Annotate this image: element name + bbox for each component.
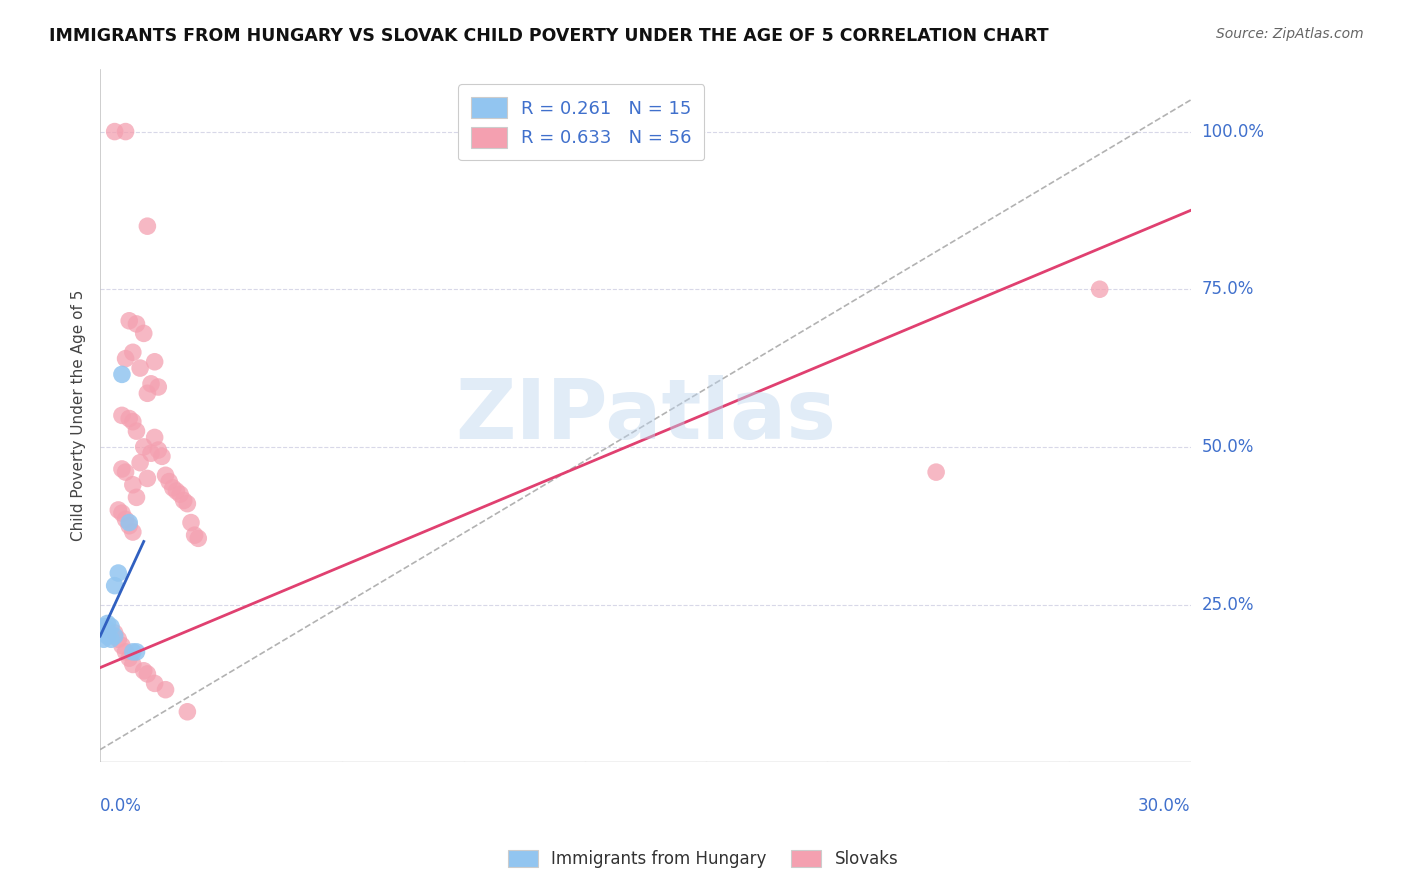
Point xyxy=(143,355,166,369)
Text: Source: ZipAtlas.com: Source: ZipAtlas.com xyxy=(1216,27,1364,41)
Point xyxy=(118,314,141,328)
Point xyxy=(114,465,136,479)
Point xyxy=(114,512,136,526)
Point xyxy=(143,430,166,444)
Point xyxy=(96,629,118,643)
Text: 75.0%: 75.0% xyxy=(1202,280,1254,298)
Point xyxy=(139,376,162,391)
Point xyxy=(93,632,115,647)
Text: ZIPatlas: ZIPatlas xyxy=(456,375,835,456)
Point xyxy=(100,620,122,634)
Point xyxy=(125,424,148,438)
Point xyxy=(183,528,205,542)
Point xyxy=(1088,282,1111,296)
Text: 100.0%: 100.0% xyxy=(1202,122,1264,141)
Legend: R = 0.261   N = 15, R = 0.633   N = 56: R = 0.261 N = 15, R = 0.633 N = 56 xyxy=(458,85,704,161)
Point xyxy=(148,443,170,458)
Point xyxy=(157,475,180,489)
Point xyxy=(162,481,184,495)
Point xyxy=(125,645,148,659)
Text: 30.0%: 30.0% xyxy=(1137,797,1191,815)
Point xyxy=(118,516,141,530)
Point xyxy=(925,465,948,479)
Point xyxy=(111,409,134,423)
Point xyxy=(111,506,134,520)
Point xyxy=(155,682,177,697)
Point xyxy=(96,616,118,631)
Point xyxy=(132,664,155,678)
Point xyxy=(114,351,136,366)
Point xyxy=(118,651,141,665)
Point xyxy=(121,415,143,429)
Point xyxy=(136,667,159,681)
Point xyxy=(176,497,198,511)
Point xyxy=(107,566,129,580)
Point xyxy=(96,623,118,637)
Point xyxy=(136,471,159,485)
Point xyxy=(121,657,143,672)
Y-axis label: Child Poverty Under the Age of 5: Child Poverty Under the Age of 5 xyxy=(72,290,86,541)
Point xyxy=(121,477,143,491)
Point xyxy=(111,368,134,382)
Point xyxy=(111,462,134,476)
Point xyxy=(148,380,170,394)
Point xyxy=(114,645,136,659)
Point xyxy=(155,468,177,483)
Point xyxy=(114,125,136,139)
Point xyxy=(107,632,129,647)
Point xyxy=(118,411,141,425)
Point xyxy=(129,456,152,470)
Point xyxy=(169,487,191,501)
Point xyxy=(166,483,188,498)
Point xyxy=(121,524,143,539)
Point xyxy=(129,361,152,376)
Point xyxy=(136,219,159,234)
Point xyxy=(125,491,148,505)
Legend: Immigrants from Hungary, Slovaks: Immigrants from Hungary, Slovaks xyxy=(501,843,905,875)
Point xyxy=(139,446,162,460)
Point xyxy=(187,532,209,546)
Text: IMMIGRANTS FROM HUNGARY VS SLOVAK CHILD POVERTY UNDER THE AGE OF 5 CORRELATION C: IMMIGRANTS FROM HUNGARY VS SLOVAK CHILD … xyxy=(49,27,1049,45)
Point xyxy=(100,632,122,647)
Point xyxy=(143,676,166,690)
Point xyxy=(132,440,155,454)
Point xyxy=(107,503,129,517)
Text: 0.0%: 0.0% xyxy=(100,797,142,815)
Point xyxy=(173,493,195,508)
Point xyxy=(121,345,143,359)
Point xyxy=(176,705,198,719)
Point xyxy=(93,626,115,640)
Point xyxy=(104,579,127,593)
Point xyxy=(104,629,127,643)
Point xyxy=(121,645,143,659)
Point xyxy=(136,386,159,401)
Point xyxy=(180,516,202,530)
Text: 25.0%: 25.0% xyxy=(1202,596,1254,614)
Point xyxy=(118,518,141,533)
Point xyxy=(104,626,127,640)
Point xyxy=(150,450,173,464)
Text: 50.0%: 50.0% xyxy=(1202,438,1254,456)
Point xyxy=(125,317,148,331)
Point xyxy=(111,639,134,653)
Point xyxy=(93,620,115,634)
Point xyxy=(104,125,127,139)
Point xyxy=(132,326,155,341)
